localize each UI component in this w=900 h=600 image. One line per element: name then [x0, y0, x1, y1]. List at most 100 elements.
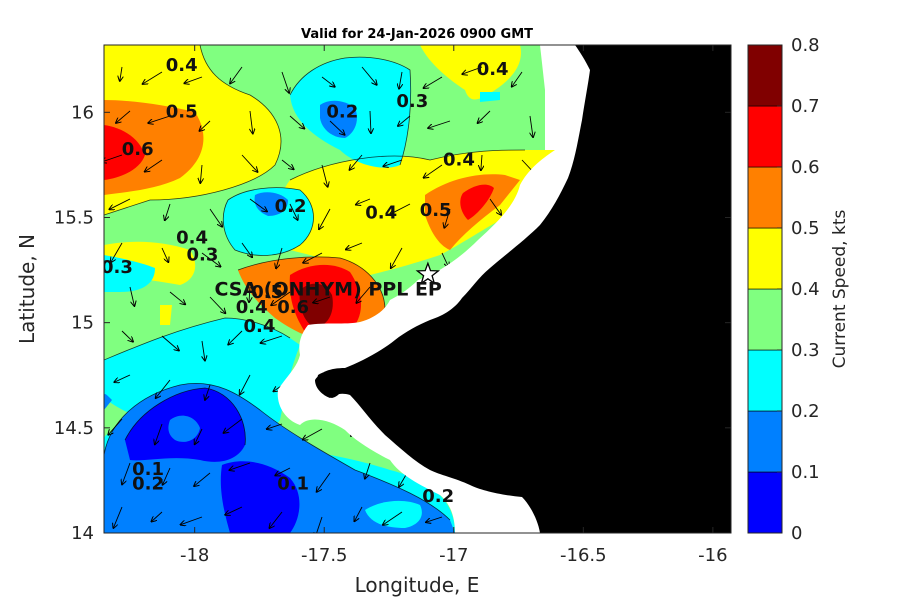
colorbar-swatch	[747, 288, 783, 351]
contour-label: 0.5	[420, 200, 452, 221]
colorbar-tick-label: 0.3	[791, 340, 820, 361]
speed-band-0.2-0.3	[480, 92, 500, 102]
current-vector-arrow	[250, 110, 253, 133]
contour-label: 0.4	[477, 59, 509, 80]
current-vector-arrow	[108, 418, 123, 435]
land-and-mask	[277, 45, 731, 533]
current-vector-arrow	[163, 467, 171, 485]
current-vector-arrow	[184, 76, 203, 83]
contour-label: 0.2	[132, 474, 164, 495]
colorbar-tick-label: 0.4	[791, 279, 820, 300]
contour-label: 0.3	[101, 257, 133, 278]
x-tick-label: -16	[698, 545, 727, 566]
current-vector-arrow	[424, 164, 443, 178]
speed-band-0.1-0.2	[168, 415, 200, 442]
contour-label: 0.5	[166, 101, 198, 122]
current-vector-arrow	[267, 423, 283, 429]
current-vector-arrow	[202, 340, 205, 360]
speed-band-0.6-0.7	[104, 125, 145, 180]
current-vector-arrow	[370, 110, 371, 133]
current-vector-arrow	[512, 71, 523, 87]
current-vector-arrow	[281, 159, 294, 169]
current-vector-arrow	[321, 164, 328, 187]
colorbar-swatch	[747, 105, 783, 168]
colorbar-swatch	[747, 166, 783, 229]
current-vector-arrow	[313, 296, 331, 303]
current-vector-arrow	[478, 110, 491, 123]
current-vector-arrow	[424, 76, 443, 88]
speed-band-0.4-0.5	[420, 45, 521, 100]
current-vector-arrow	[241, 154, 257, 172]
current-vector-arrow	[289, 203, 298, 220]
x-axis-ticks: -18 -17.5 -17 -16.5 -16	[180, 45, 728, 566]
colorbar-tick-label: 0	[791, 523, 802, 544]
contour-lines	[104, 45, 526, 521]
speed-band-0.2-0.3	[223, 187, 314, 256]
current-vector-arrow	[224, 418, 243, 433]
speed-band-0.1-0.2	[320, 100, 357, 138]
current-vector-arrow	[156, 379, 171, 398]
current-vector-arrow	[261, 335, 283, 343]
current-vector-arrow	[383, 511, 403, 525]
current-vector-arrow	[270, 511, 283, 528]
colorbar-swatch	[747, 471, 783, 534]
contour-label: 0.1	[277, 474, 309, 495]
contour-label: 0.5	[251, 282, 283, 303]
current-vector-arrow	[122, 462, 131, 484]
current-vector-arrow	[200, 164, 202, 183]
x-tick-label: -17.5	[301, 545, 348, 566]
current-vector-arrow	[361, 66, 377, 85]
colorbar-label: Current Speed, kts	[830, 210, 850, 369]
current-vector-arrow	[399, 71, 402, 89]
current-vector-arrow	[209, 296, 225, 313]
current-vector-arrow	[315, 516, 323, 533]
current-vector-arrow	[161, 335, 179, 350]
current-vector-arrow	[109, 198, 131, 209]
plot-frame	[103, 44, 732, 534]
current-vector-arrow	[441, 252, 449, 267]
current-vector-arrow	[428, 120, 451, 128]
map-plot-area: 0.40.50.60.20.30.40.40.50.2 0.40.40.30.30…	[101, 45, 731, 533]
x-tick-label: -17	[439, 545, 468, 566]
colorbar-tick-label: 0.6	[791, 157, 820, 178]
speed-band-0.1-0.2	[104, 394, 112, 410]
cap-vert-peninsula	[317, 372, 343, 398]
current-vector-arrow	[276, 247, 283, 268]
current-vector-arrow	[444, 208, 451, 228]
current-vector-arrow	[275, 467, 291, 475]
current-vector-arrow	[426, 516, 443, 522]
current-vector-arrow	[271, 291, 291, 305]
y-tick-label: 15	[71, 313, 94, 334]
current-vector-arrow	[317, 472, 331, 492]
contour-label: 0.4	[236, 297, 268, 318]
current-vector-arrow	[303, 428, 323, 440]
current-vector-arrow	[145, 159, 163, 172]
y-tick-label: 14.5	[54, 418, 94, 439]
current-vector-arrow	[530, 115, 533, 137]
current-vector-arrow	[228, 330, 243, 344]
current-vector-arrow	[120, 66, 122, 81]
current-vector-arrow	[181, 516, 203, 525]
y-tick-label: 15.5	[54, 207, 94, 228]
current-vector-arrow	[240, 374, 251, 395]
contour-labels: 0.40.50.60.20.30.40.40.50.2 0.40.40.30.30…	[101, 55, 509, 507]
current-vector-arrow	[350, 154, 363, 170]
current-vector-arrow	[391, 247, 403, 268]
current-vector-arrow	[161, 247, 168, 262]
current-vector-arrow	[281, 71, 289, 93]
colorbar-tick-label: 0.1	[791, 462, 820, 483]
current-vector-arrow	[200, 120, 211, 131]
current-vector-arrow	[354, 506, 363, 521]
colorbar-tick-label: 0.2	[791, 401, 820, 422]
current-vector-arrow	[114, 374, 131, 382]
current-vector-arrow	[195, 428, 203, 444]
current-vector-arrow	[249, 286, 250, 302]
colorbar-swatch	[747, 44, 783, 107]
current-vector-arrow	[201, 252, 220, 267]
current-vector-arrow	[241, 242, 252, 257]
current-vector-arrow	[165, 203, 171, 220]
colorbar-swatch	[747, 410, 783, 473]
contour-label: 0.2	[326, 101, 358, 122]
current-vector-arrow	[249, 198, 267, 211]
